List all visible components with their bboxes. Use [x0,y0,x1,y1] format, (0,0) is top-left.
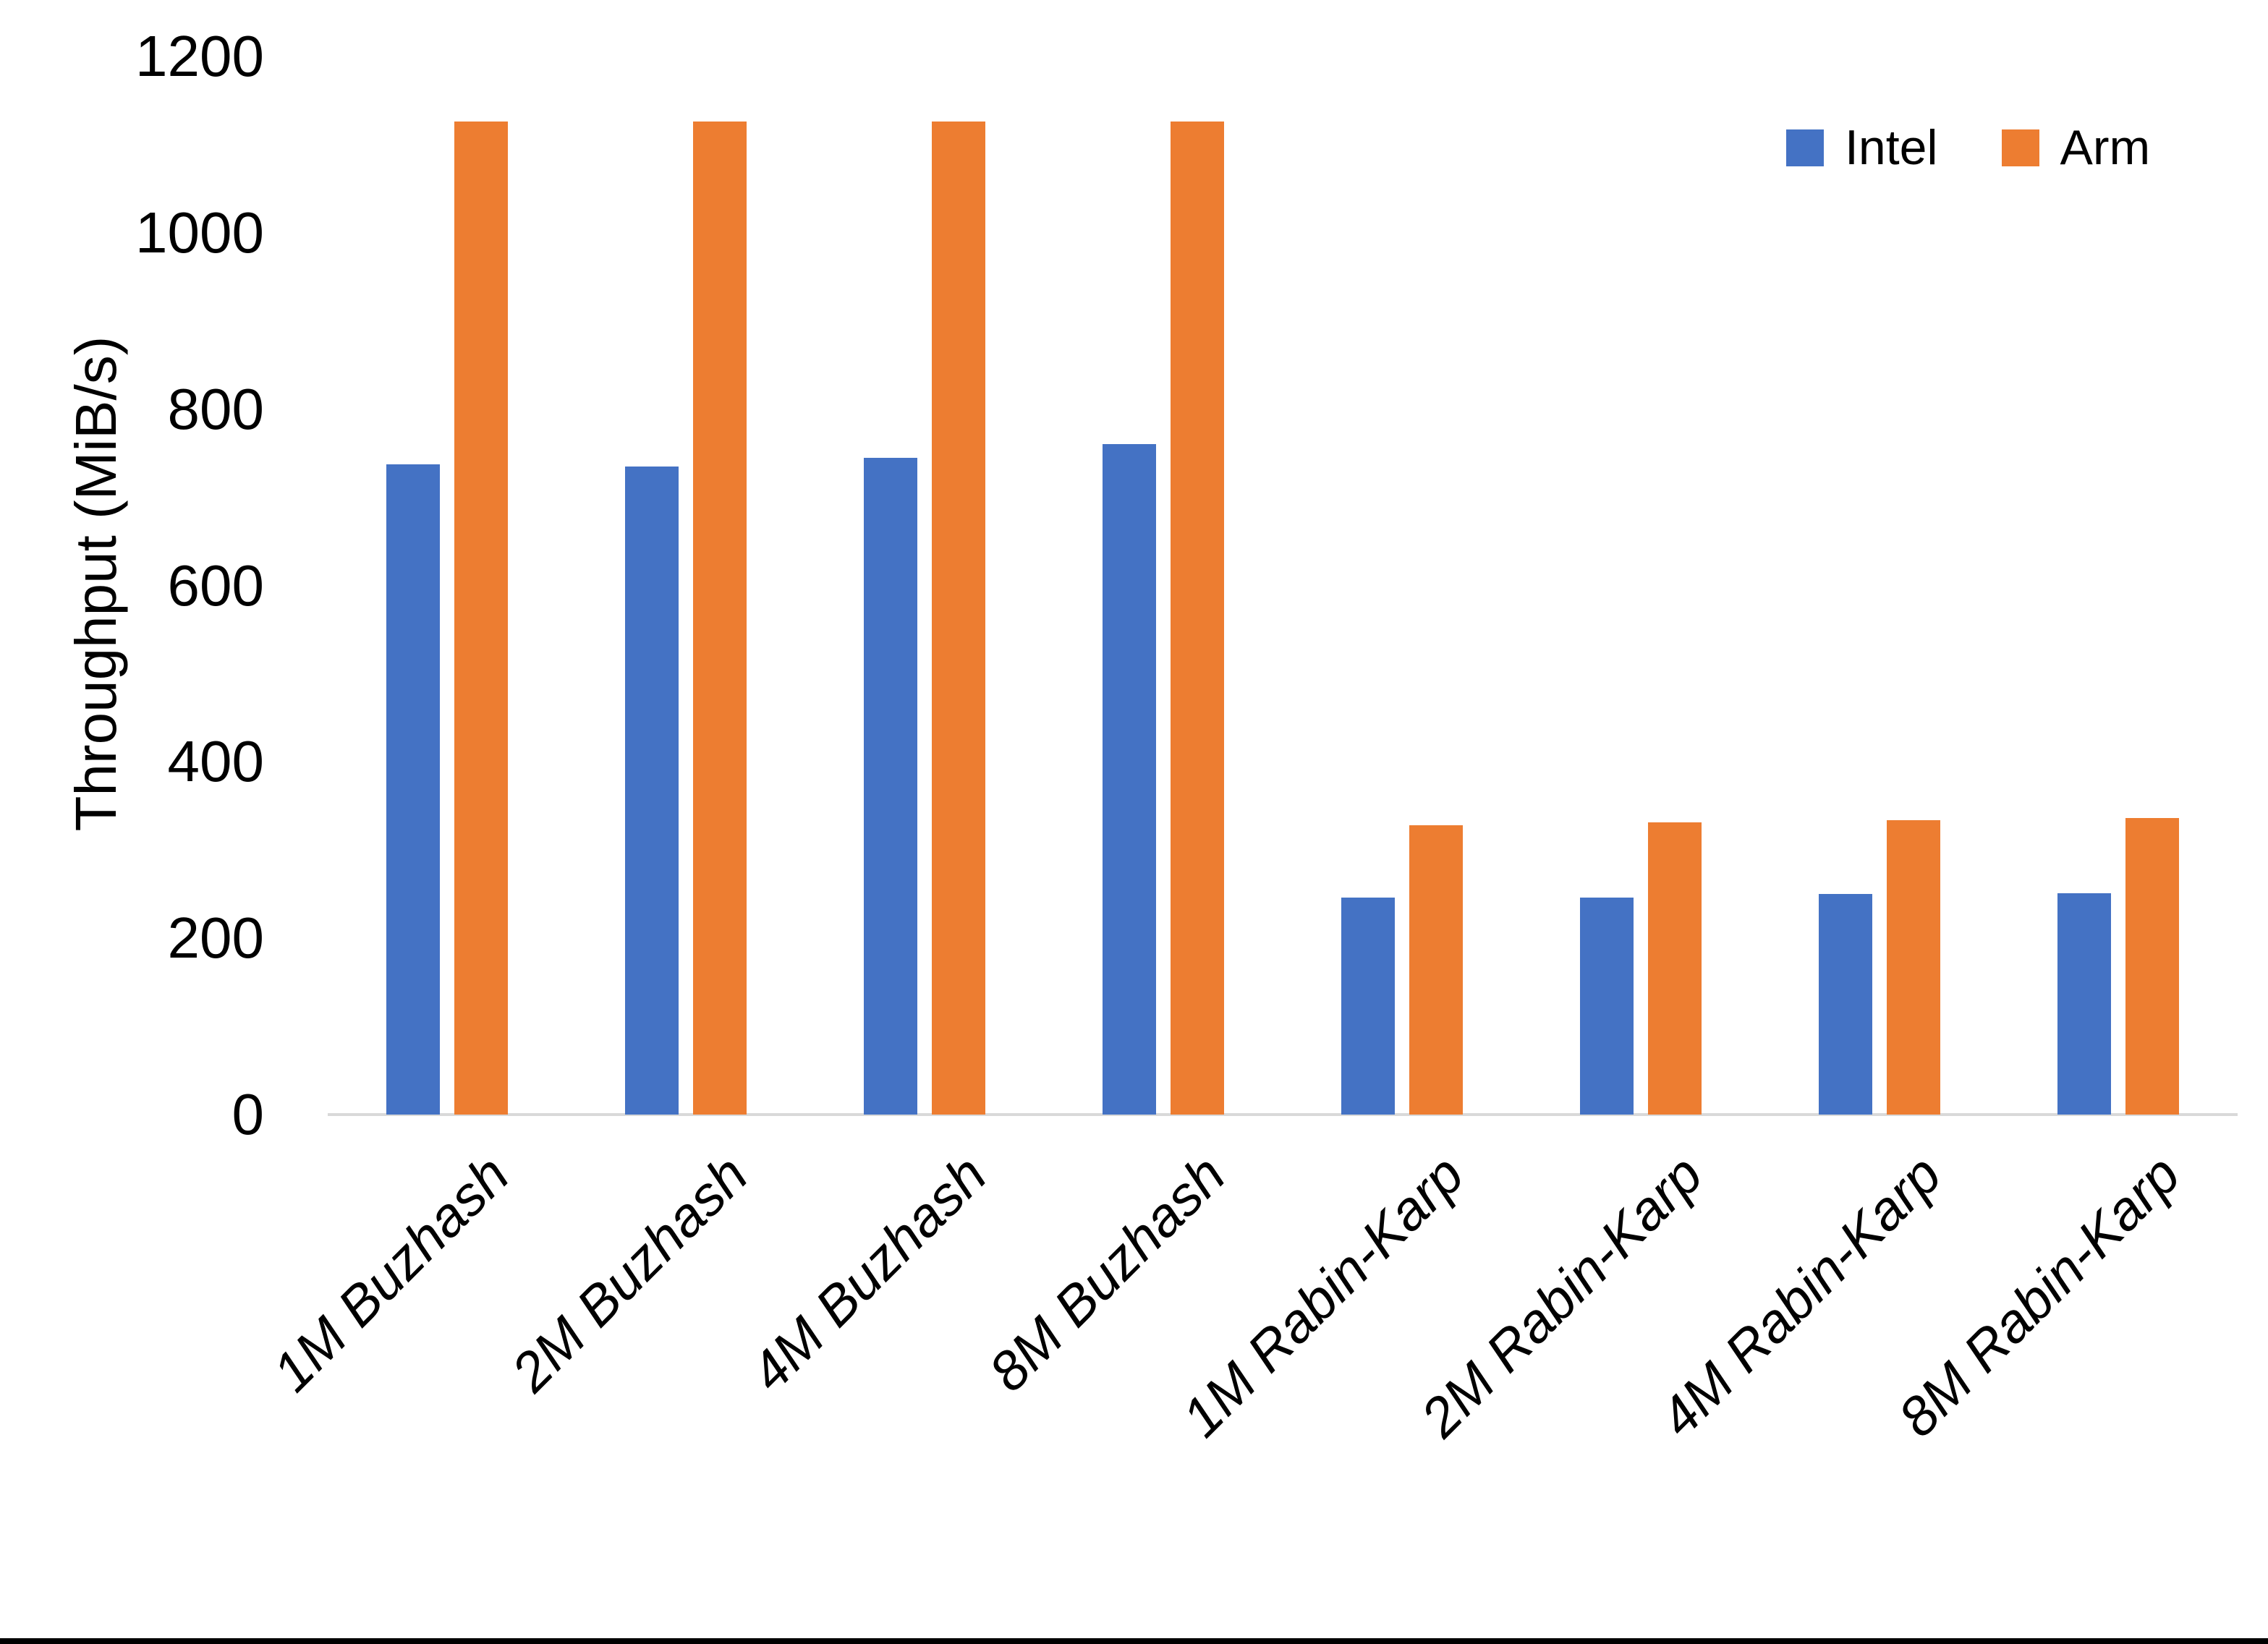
bar-arm-3 [932,122,985,1115]
bar-intel-8 [2057,893,2111,1115]
x-category-label: 1M Buzhash [260,1143,521,1404]
x-category-label: 2M Buzhash [499,1143,760,1404]
legend-item-arm: Arm [2001,120,2151,175]
x-category-label: 4M Buzhash [738,1143,998,1404]
y-axis-title: Throughput (MiB/s) [64,336,128,832]
legend-swatch-arm [2001,129,2039,166]
legend: Intel Arm [1786,122,2150,174]
bar-intel-6 [1580,898,1634,1115]
legend-swatch-intel [1786,129,1824,166]
bar-intel-5 [1341,898,1395,1115]
y-tick-label-600: 600 [167,553,264,618]
bar-intel-1 [386,464,440,1115]
bar-intel-7 [1819,894,1872,1115]
legend-label-intel: Intel [1845,120,1938,175]
y-tick-label-0: 0 [232,1082,265,1146]
bar-arm-8 [2125,818,2179,1115]
bar-intel-3 [864,458,917,1115]
bar-intel-4 [1103,444,1156,1115]
y-tick-label-200: 200 [167,906,264,971]
x-category-label: 8M Buzhash [977,1143,1237,1404]
legend-item-intel: Intel [1786,122,1938,174]
bar-arm-4 [1171,122,1224,1115]
x-axis-line [328,1113,2238,1116]
y-tick-label-1000: 1000 [135,200,264,265]
y-tick-label-400: 400 [167,729,264,794]
y-tick-label-1200: 1200 [135,24,264,88]
y-tick-label-800: 800 [167,376,264,441]
bar-arm-1 [454,122,508,1115]
legend-label-arm: Arm [2060,120,2151,175]
bar-arm-6 [1648,822,1702,1115]
bar-arm-2 [693,122,747,1115]
bar-intel-2 [625,467,679,1115]
bar-arm-5 [1409,825,1463,1115]
screenshot-bottom-border [0,1638,2268,1644]
bar-arm-7 [1887,820,1940,1115]
